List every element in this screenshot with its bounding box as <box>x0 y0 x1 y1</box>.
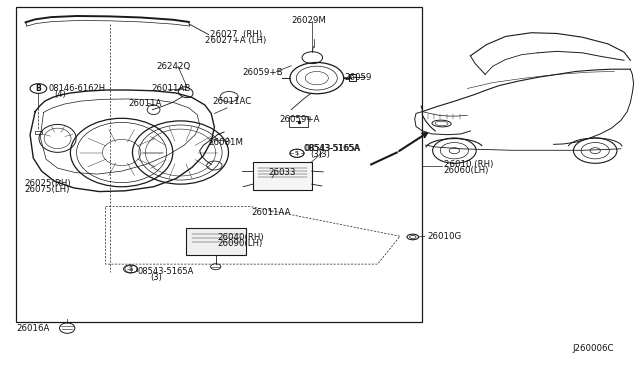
Text: 26040(RH): 26040(RH) <box>218 233 264 242</box>
Text: (3): (3) <box>318 150 330 159</box>
Text: J260006C: J260006C <box>573 344 614 353</box>
Text: 08543-5165A: 08543-5165A <box>138 267 194 276</box>
Text: (3): (3) <box>150 273 163 282</box>
Bar <box>253 162 312 190</box>
Text: 26011AA: 26011AA <box>252 208 291 217</box>
Text: 26033: 26033 <box>269 169 296 177</box>
Text: 26011AB: 26011AB <box>152 84 191 93</box>
Text: 26242Q: 26242Q <box>157 62 191 71</box>
Text: 08146-6162H: 08146-6162H <box>49 84 106 93</box>
Text: 26010 (RH): 26010 (RH) <box>444 160 493 169</box>
Text: 26059+B: 26059+B <box>242 68 282 77</box>
Text: 26060(LH): 26060(LH) <box>444 166 489 175</box>
Text: 26029M: 26029M <box>291 16 326 25</box>
Bar <box>35 131 42 134</box>
Text: 26059: 26059 <box>344 73 372 81</box>
Text: 08543-5165A: 08543-5165A <box>304 144 360 153</box>
Text: 26027  (RH): 26027 (RH) <box>210 30 262 39</box>
Text: S: S <box>295 151 299 156</box>
Text: 26075(LH): 26075(LH) <box>24 185 70 194</box>
Text: 26090(LH): 26090(LH) <box>218 239 263 248</box>
Text: 26059+A: 26059+A <box>280 115 320 124</box>
Bar <box>16 7 422 322</box>
Text: 26011AC: 26011AC <box>212 97 252 106</box>
Bar <box>186 228 246 255</box>
Bar <box>261 171 275 178</box>
Text: 26010G: 26010G <box>428 232 462 241</box>
Text: (4): (4) <box>54 90 66 99</box>
Text: (3): (3) <box>310 150 323 159</box>
Bar <box>289 116 308 127</box>
Text: 26011A: 26011A <box>128 99 161 108</box>
Text: 26081M: 26081M <box>208 138 243 147</box>
Text: 08543-5165A: 08543-5165A <box>305 144 361 153</box>
Text: 26025(RH): 26025(RH) <box>24 179 71 187</box>
Text: S: S <box>129 266 132 272</box>
Text: 26027+A (LH): 26027+A (LH) <box>205 36 266 45</box>
Text: B: B <box>36 84 41 93</box>
Text: 26016A: 26016A <box>16 324 49 333</box>
